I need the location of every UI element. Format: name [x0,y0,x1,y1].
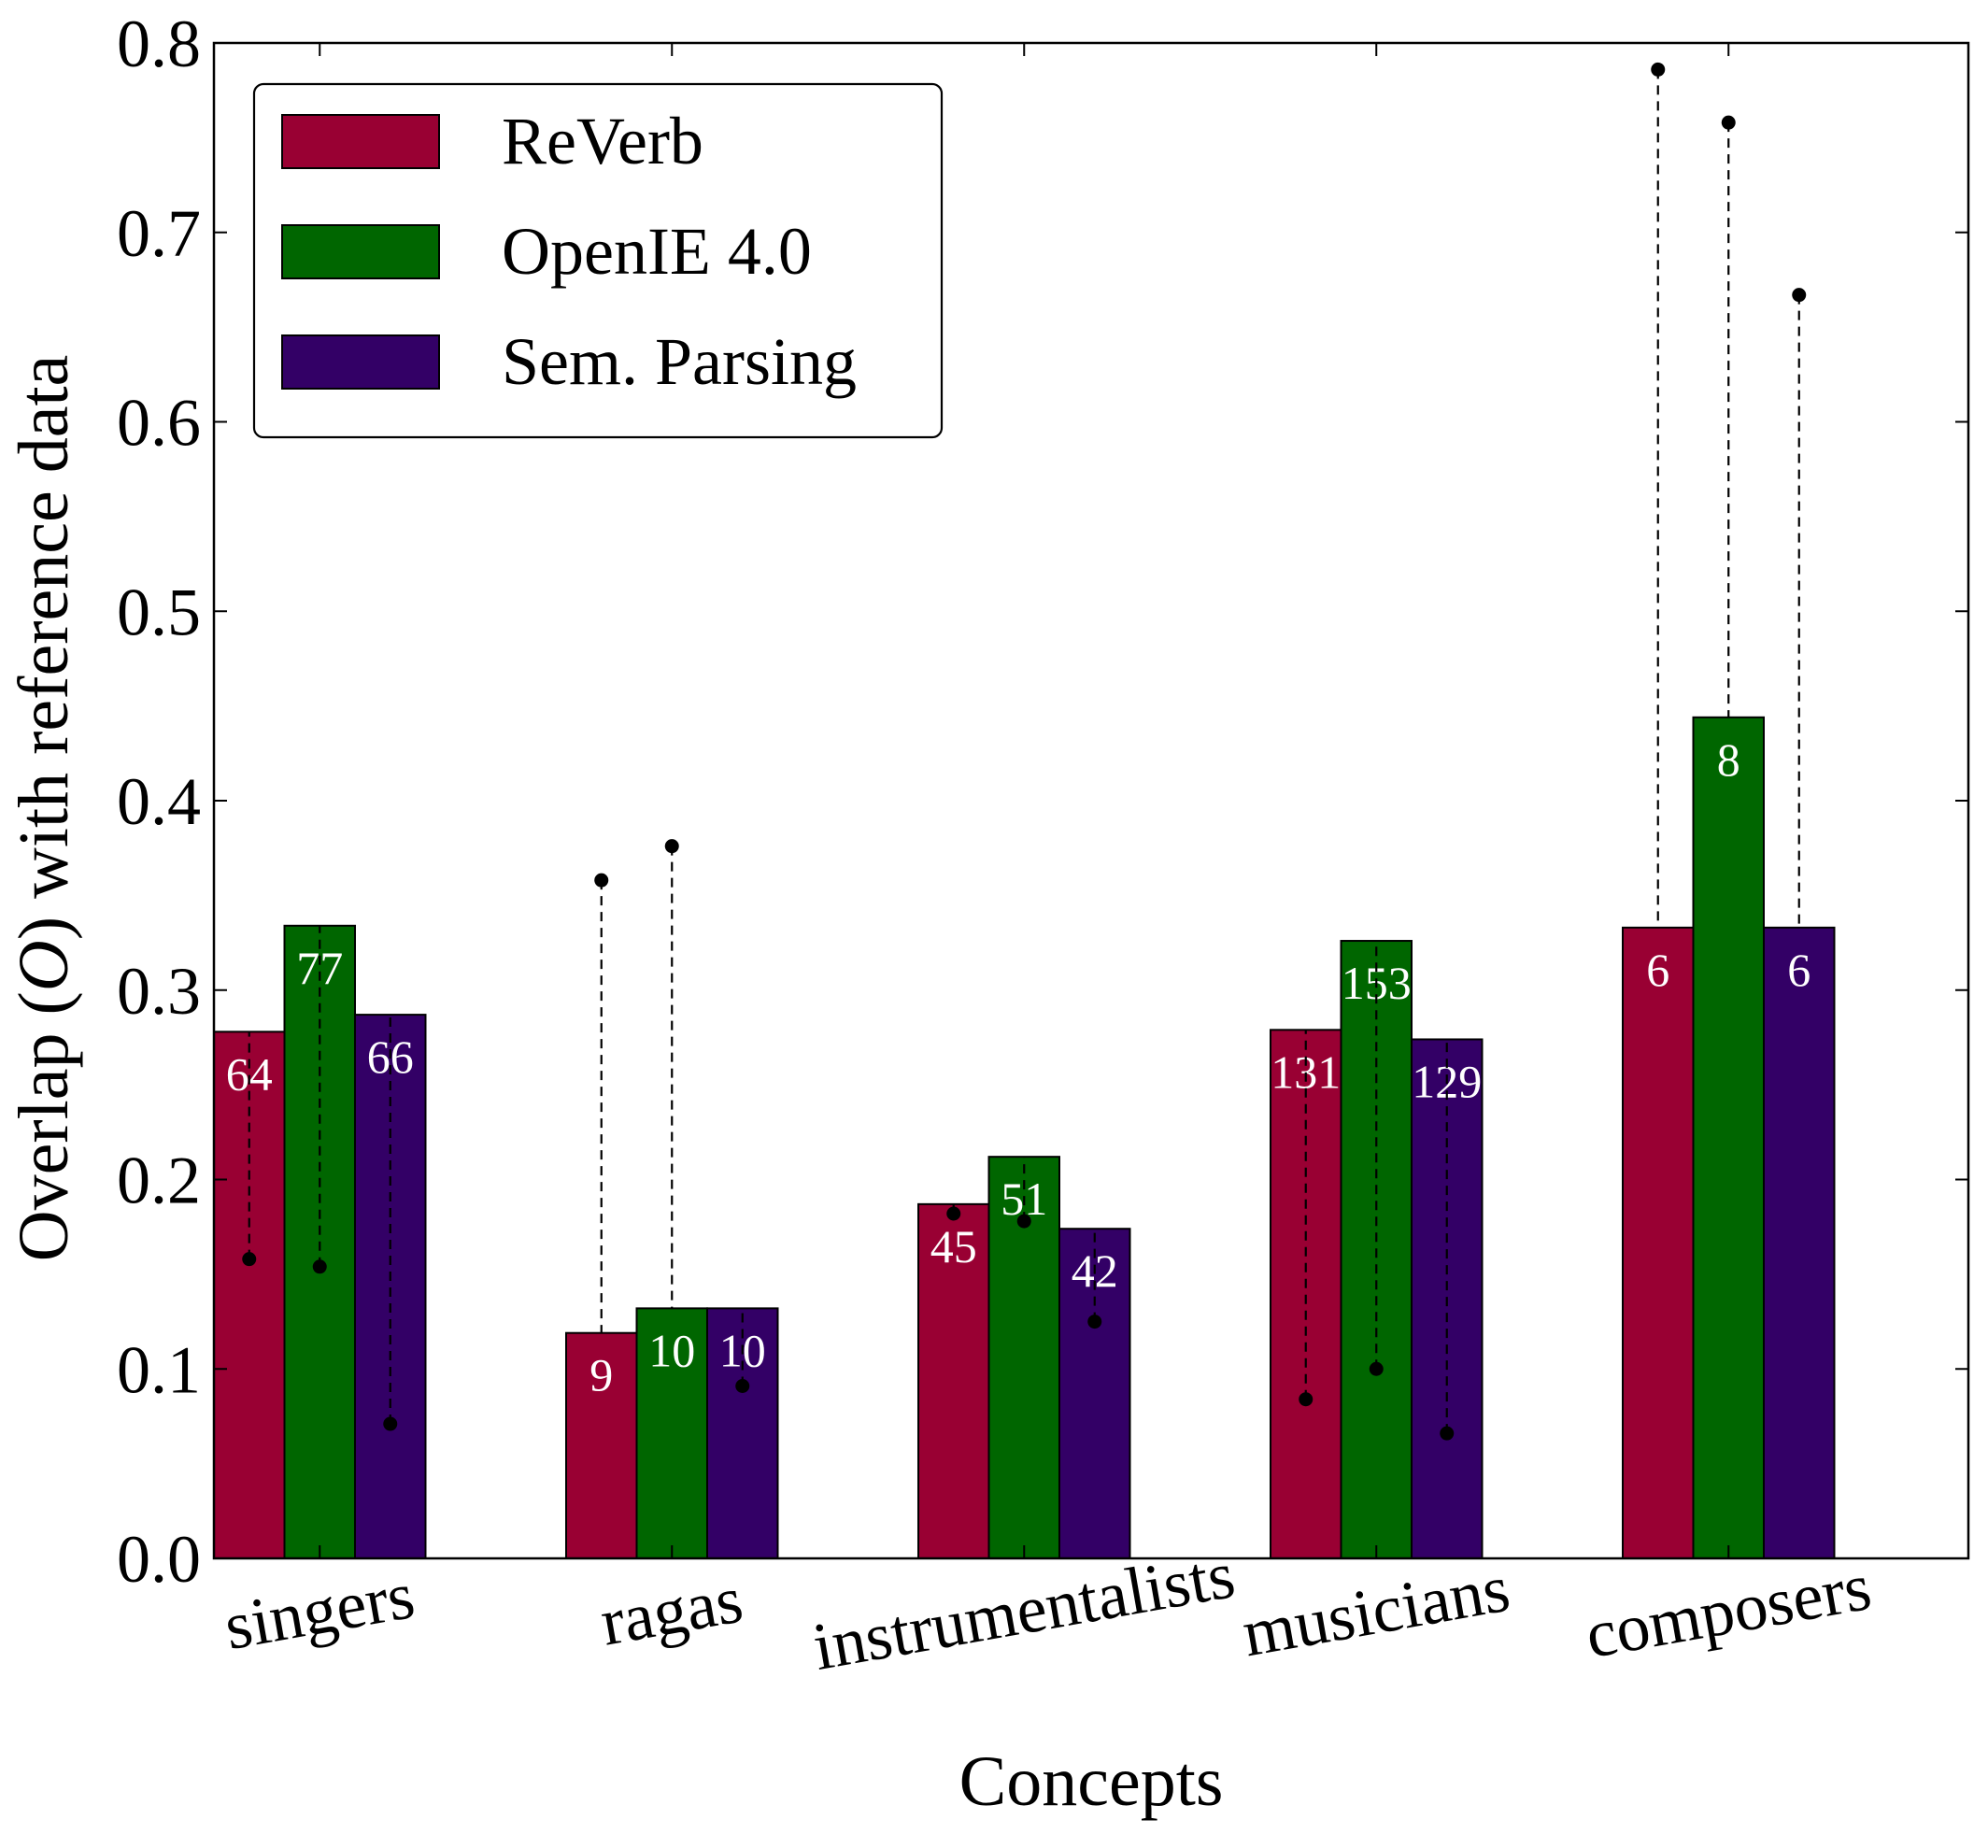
legend-swatch [281,224,440,279]
reference-marker-point [1651,62,1666,77]
y-tick-label: 0.2 [117,1144,201,1218]
bar-count-label: 6 [1646,944,1669,996]
reference-marker-point [1721,115,1736,130]
bar-count-label: 6 [1787,944,1810,996]
reference-marker-point [735,1378,750,1393]
bar-count-label: 10 [648,1324,695,1376]
reference-marker-point [594,873,609,888]
y-tick-label: 0.7 [117,196,201,271]
y-tick-label: 0.3 [117,954,201,1029]
bar-reverb-composers [1622,926,1695,1559]
reference-marker-point [1369,1361,1384,1376]
y-axis-title: Overlap (O) with reference data [5,355,83,1262]
legend: ReVerb OpenIE 4.0 Sem. Parsing [252,82,944,439]
bar-count-label: 45 [930,1220,977,1272]
y-axis-title-suffix: ) with reference data [5,355,83,941]
legend-label: OpenIE 4.0 [502,214,812,289]
legend-label: ReVerb [502,104,703,178]
reference-marker-point [1299,1392,1314,1407]
reference-marker-point [946,1206,961,1221]
bar-reverb-singers [213,1031,286,1559]
bar-reverb-instrumentalists [917,1202,990,1560]
bar-count-label: 8 [1717,733,1740,786]
legend-swatch [281,114,440,169]
reference-marker-point [242,1252,257,1267]
y-axis-title-prefix: Overlap ( [5,991,83,1261]
reference-marker-point [383,1416,398,1431]
reference-marker-point [312,1259,327,1274]
reference-marker-point [1440,1426,1455,1441]
x-axis-title: Concepts [959,1742,1224,1821]
bar-count-label: 77 [296,942,343,994]
legend-swatch [281,334,440,390]
y-tick-label: 0.5 [117,575,201,649]
reference-marker-point [1792,288,1807,303]
y-tick-label: 0.0 [117,1522,201,1597]
bar-count-label: 9 [589,1349,613,1401]
y-axis-title-variable: O [5,940,83,991]
y-tick-label: 0.6 [117,386,201,461]
bar-sem-parsing-singers [354,1014,427,1560]
legend-label: Sem. Parsing [502,324,857,399]
y-tick-label: 0.1 [117,1332,201,1407]
y-tick-label: 0.4 [117,764,201,839]
bar-openie-4-0-composers [1692,716,1765,1559]
y-tick-label: 0.8 [117,7,201,81]
bar-sem-parsing-composers [1763,926,1836,1559]
markers-layer [242,62,1807,1441]
reference-marker-point [1016,1214,1031,1229]
reference-marker-point [1087,1315,1102,1329]
reference-marker-point [664,839,679,854]
